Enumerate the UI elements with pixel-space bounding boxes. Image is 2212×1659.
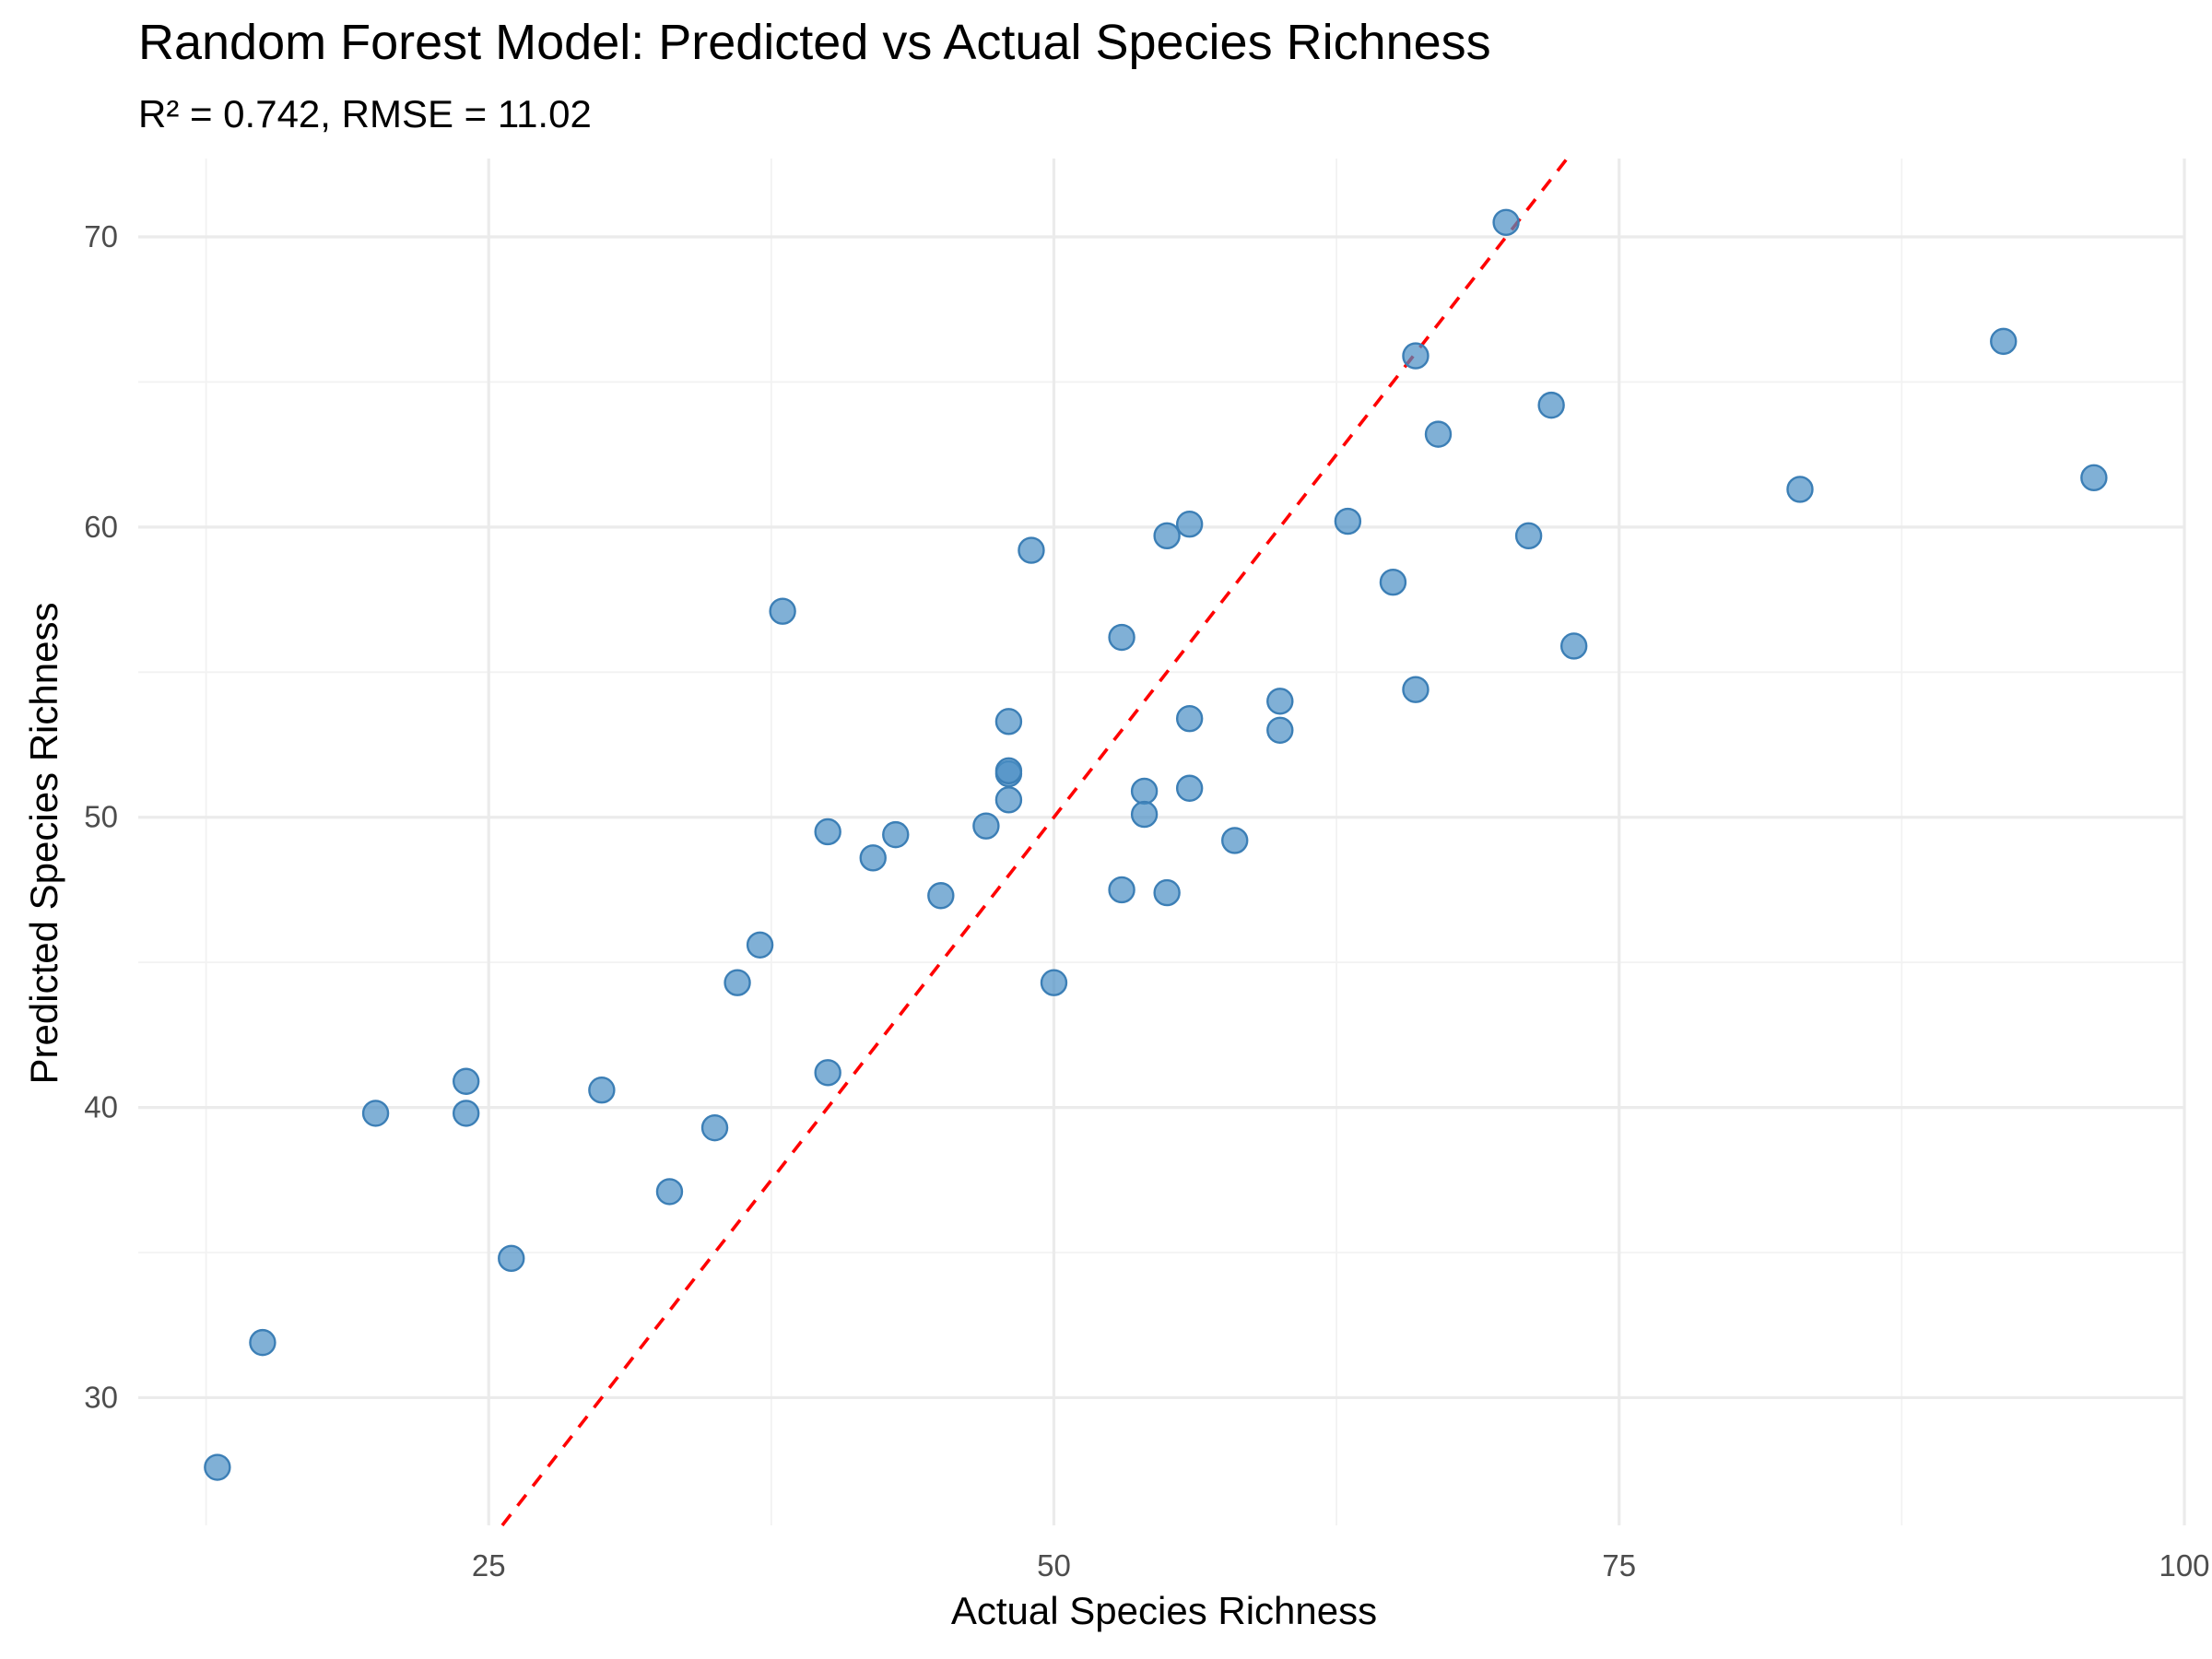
y-tick-label-40: 40: [84, 1090, 118, 1124]
data-point-34: [1221, 827, 1249, 854]
x-tick-label-75: 75: [1602, 1548, 1636, 1583]
data-point-31: [1175, 511, 1204, 538]
identity-reference-line: [500, 157, 1569, 1527]
data-point-9: [700, 1113, 729, 1142]
data-point-42: [1492, 208, 1520, 236]
data-point-18: [972, 812, 1000, 840]
data-point-26: [1108, 876, 1135, 904]
data-point-40: [1402, 676, 1430, 703]
data-point-25: [1108, 623, 1135, 652]
data-point-17: [927, 882, 955, 910]
data-point-12: [769, 597, 796, 625]
data-point-43: [1514, 522, 1543, 550]
data-point-28: [1130, 800, 1159, 829]
data-point-6: [498, 1244, 525, 1273]
chart-title: Random Forest Model: Predicted vs Actual…: [138, 15, 1491, 70]
data-point-38: [1379, 568, 1407, 596]
reference-line-layer: [500, 157, 1569, 1527]
y-tick-label-60: 60: [84, 510, 118, 544]
chart-subtitle: R² = 0.742, RMSE = 11.02: [138, 92, 592, 135]
data-point-5: [452, 1100, 480, 1127]
x-tick-label-100: 100: [2159, 1548, 2209, 1583]
data-point-2: [249, 1328, 276, 1357]
data-point-41: [1424, 420, 1453, 448]
y-axis-title: Predicted Species Richness: [22, 603, 65, 1085]
x-axis-title: Actual Species Richness: [951, 1589, 1377, 1632]
data-point-33: [1175, 774, 1204, 802]
x-axis-ticks: 25 50 75 100: [472, 1548, 2210, 1583]
data-point-4: [452, 1067, 480, 1095]
data-point-13: [814, 818, 841, 846]
y-axis-ticks: 30 40 50 60 70: [84, 219, 118, 1414]
data-point-35: [1266, 688, 1294, 715]
data-point-22: [994, 786, 1023, 814]
data-point-23: [1018, 536, 1045, 564]
data-point-27: [1130, 777, 1159, 806]
x-tick-label-50: 50: [1037, 1548, 1071, 1583]
data-points: [204, 208, 2108, 1481]
data-point-11: [746, 931, 774, 959]
data-point-44: [1537, 391, 1565, 419]
data-point-46: [1786, 476, 1814, 503]
data-point-10: [724, 969, 751, 996]
data-point-24: [1040, 969, 1068, 996]
data-point-30: [1153, 878, 1181, 907]
y-tick-label-70: 70: [84, 219, 118, 253]
data-point-39: [1402, 342, 1430, 370]
data-point-36: [1266, 716, 1294, 744]
data-point-3: [361, 1100, 390, 1127]
data-point-21: [994, 757, 1023, 785]
data-point-47: [1990, 327, 2018, 356]
data-point-16: [882, 820, 910, 849]
data-point-19: [994, 708, 1023, 735]
data-point-32: [1175, 704, 1204, 733]
major-gridlines: [138, 159, 2186, 1525]
data-point-29: [1153, 522, 1181, 550]
data-point-15: [859, 844, 887, 872]
data-point-1: [204, 1453, 231, 1481]
data-point-8: [655, 1178, 684, 1206]
minor-gridlines: [138, 159, 2184, 1525]
data-point-37: [1334, 507, 1362, 535]
x-tick-label-25: 25: [472, 1548, 506, 1583]
data-point-48: [2080, 464, 2108, 492]
y-tick-label-30: 30: [84, 1380, 118, 1414]
data-point-45: [1559, 632, 1588, 660]
data-point-14: [814, 1059, 841, 1087]
y-tick-label-50: 50: [84, 800, 118, 834]
data-point-7: [588, 1077, 616, 1104]
